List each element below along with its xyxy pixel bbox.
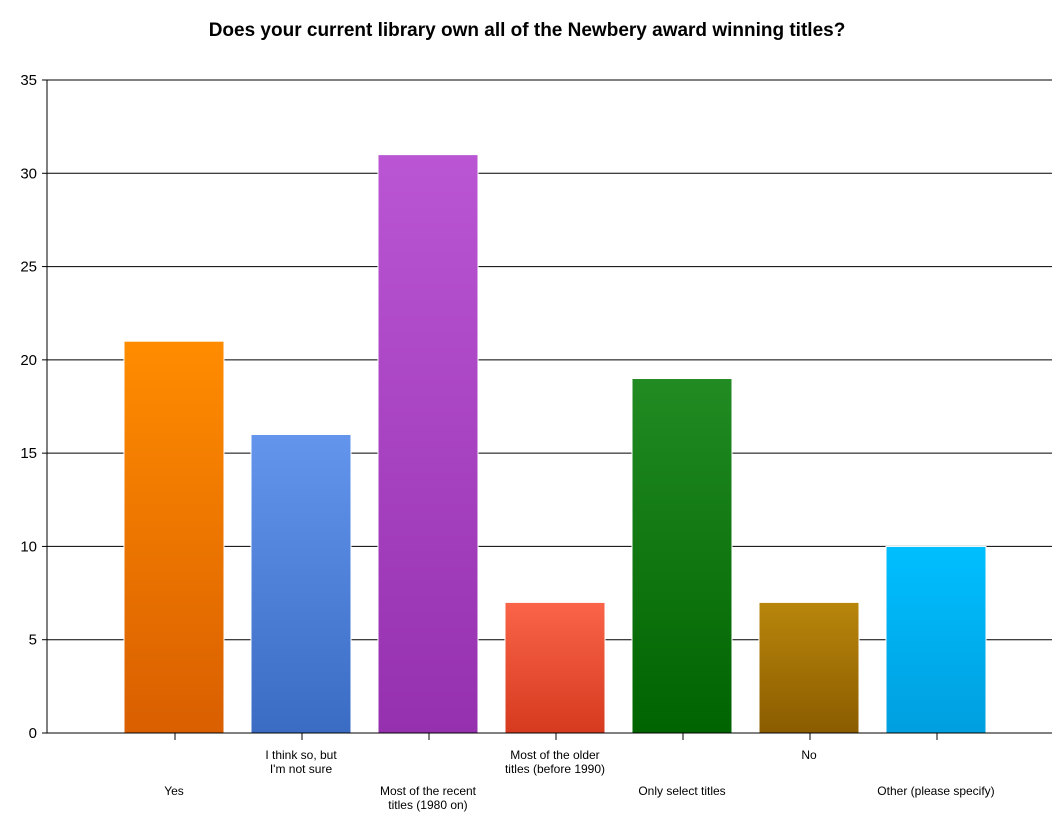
x-category-label: No: [801, 748, 817, 762]
x-category-label: Most of the older titles (before 1990): [505, 748, 605, 776]
bar: [250, 433, 352, 734]
bar: [885, 545, 987, 734]
bar: [123, 340, 225, 734]
bar: [504, 601, 606, 734]
y-tick-label: 0: [29, 725, 37, 742]
x-category-label: Most of the recent titles (1980 on): [380, 784, 477, 812]
y-tick-label: 35: [20, 72, 37, 89]
x-category-label: Only select titles: [638, 784, 725, 798]
bars: [123, 154, 987, 734]
y-tick-label: 10: [20, 538, 37, 555]
y-tick-label: 20: [20, 352, 37, 369]
y-tick-label: 15: [20, 445, 37, 462]
bar: [631, 378, 733, 734]
y-tick-label: 30: [20, 165, 37, 182]
bar: [377, 154, 479, 734]
x-category-label: Other (please specify): [877, 784, 994, 798]
axis-labels: 0 5 10 15 20 25 30 35 Yes I think so, but I'm not …: [20, 72, 994, 812]
y-tick-label: 5: [29, 632, 37, 649]
chart-title: Does your current library own all of the…: [209, 20, 846, 41]
x-category-label: I think so, but I'm not sure: [265, 748, 337, 776]
x-category-label: Yes: [164, 784, 184, 798]
y-tick-label: 25: [20, 259, 37, 276]
axes: [42, 79, 1052, 740]
bar: [758, 601, 860, 734]
